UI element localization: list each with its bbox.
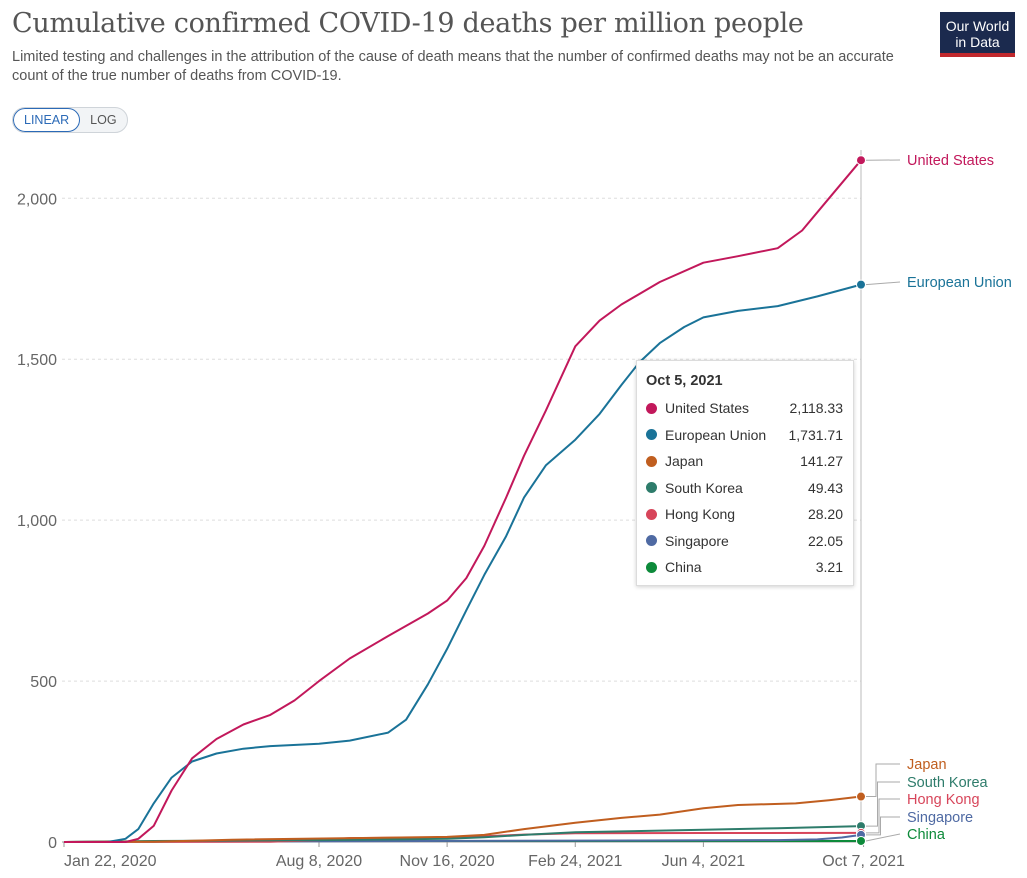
series-end-marker: [856, 835, 866, 846]
legend-leader-line: [866, 781, 900, 827]
tooltip-date: Oct 5, 2021: [646, 373, 723, 389]
legend-leader-line: [866, 816, 900, 836]
series-end-marker: [856, 279, 866, 290]
x-tick-label: Feb 24, 2021: [528, 853, 622, 870]
tooltip-series-name: European Union: [665, 426, 767, 443]
tooltip-series-name: South Korea: [665, 479, 743, 496]
tooltip-row: United States 2,118.33: [646, 395, 843, 422]
logo-line1: Our World: [945, 18, 1010, 34]
series-end-label: Hong Kong: [907, 792, 980, 808]
series-end-label: Japan: [907, 757, 947, 773]
series-color-dot: [646, 482, 657, 494]
series-color-dot: [646, 561, 657, 573]
hover-tooltip: Oct 5, 2021 United States 2,118.33 Europea…: [636, 360, 854, 586]
series-end-label: South Korea: [907, 775, 989, 791]
chart-title: Cumulative confirmed COVID-19 deaths per…: [12, 8, 804, 39]
tooltip-series-value: 22.05: [807, 532, 843, 549]
tooltip-row: South Korea 49.43: [646, 475, 843, 502]
series-color-dot: [646, 429, 657, 441]
tooltip-series-name: Singapore: [665, 532, 729, 549]
log-scale-button[interactable]: LOG: [90, 113, 117, 127]
series-color-dot: [646, 508, 657, 520]
x-tick-label: Nov 16, 2020: [400, 853, 495, 870]
x-tick-label: Aug 8, 2020: [276, 853, 362, 870]
tooltip-row: European Union 1,731.71: [646, 422, 843, 449]
series-end-label: China: [907, 827, 946, 843]
y-tick-label: 1,000: [17, 513, 57, 530]
y-tick-label: 2,000: [17, 191, 57, 208]
tooltip-series-name: Japan: [665, 453, 704, 470]
scale-toggle: LINEAR LOG: [12, 107, 128, 133]
series-line: [64, 283, 862, 843]
series-line: [63, 795, 862, 843]
legend-leader-line: [866, 798, 900, 834]
series-end-marker: [856, 791, 866, 802]
tooltip-series-value: 49.43: [807, 479, 843, 496]
legend-leader-line: [866, 763, 900, 798]
legend-leader-line: [865, 833, 901, 842]
y-tick-label: 500: [30, 674, 57, 691]
x-tick-label: Oct 7, 2021: [822, 853, 905, 870]
owid-logo[interactable]: Our World in Data: [940, 12, 1015, 57]
x-tick-label: Jan 22, 2020: [64, 853, 157, 870]
tooltip-row: Singapore 22.05: [646, 528, 843, 555]
tooltip-series-value: 3.21: [815, 559, 843, 576]
tooltip-series-value: 141.27: [800, 453, 843, 470]
series-end-label: United States: [907, 153, 994, 169]
tooltip-series-value: 2,118.33: [789, 400, 843, 417]
series-color-dot: [646, 535, 657, 547]
series-end-label: Singapore: [907, 810, 973, 826]
tooltip-series-name: United States: [665, 400, 750, 417]
series-line: [64, 159, 862, 843]
series-color-dot: [646, 402, 657, 414]
chart-subtitle: Limited testing and challenges in the at…: [12, 49, 894, 84]
y-tick-label: 1,500: [17, 352, 57, 369]
linear-scale-button[interactable]: LINEAR: [13, 108, 81, 132]
tooltip-row: China 3.21: [646, 554, 843, 581]
series-end-label: European Union: [907, 275, 1012, 291]
x-tick-label: Jun 4, 2021: [662, 853, 746, 870]
tooltip-series-value: 1,731.71: [788, 426, 844, 443]
tooltip-row: Japan 141.27: [646, 448, 843, 475]
tooltip-series-name: China: [665, 559, 702, 576]
tooltip-series-name: Hong Kong: [665, 506, 736, 523]
series-color-dot: [646, 455, 657, 467]
series-end-marker: [856, 155, 866, 166]
legend-leader-line: [865, 281, 901, 286]
logo-line2: in Data: [955, 34, 1000, 50]
tooltip-row: Hong Kong 28.20: [646, 501, 843, 528]
tooltip-series-value: 28.20: [807, 506, 843, 523]
y-tick-label: 0: [48, 835, 57, 852]
